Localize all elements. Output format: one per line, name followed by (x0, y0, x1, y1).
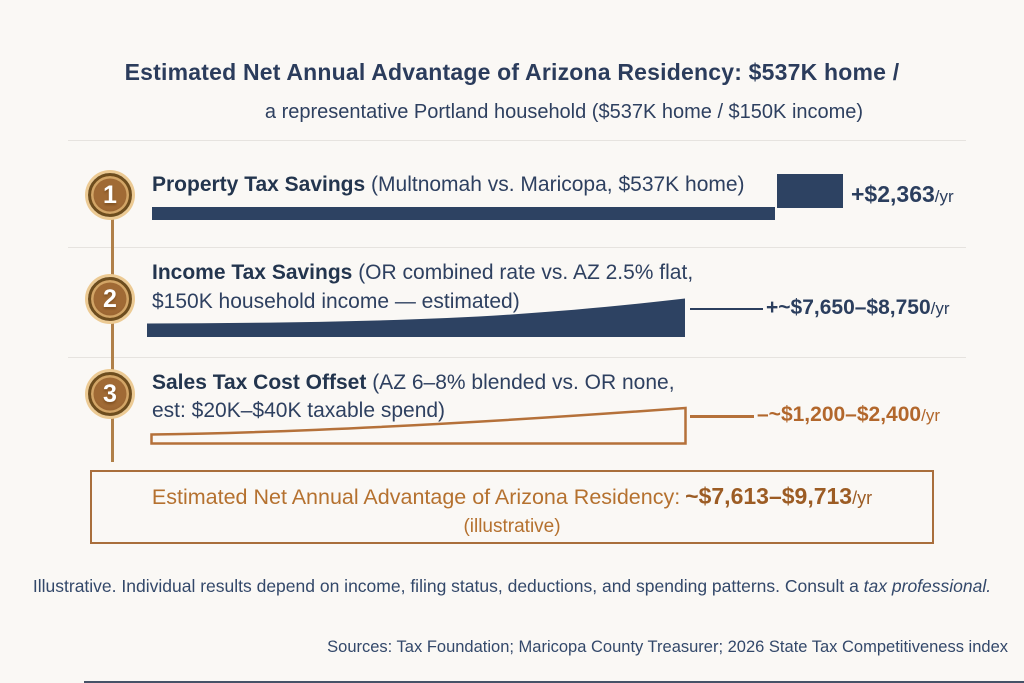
summary-value: ~$7,613–$9,713 (685, 483, 853, 509)
step-3-number: 3 (103, 379, 117, 408)
divider-top (68, 140, 966, 141)
row2-rising-area-shape (147, 298, 685, 337)
row1-value: +$2,363/yr (851, 181, 954, 208)
page-title: Estimated Net Annual Advantage of Arizon… (124, 59, 900, 85)
divider-row2-row3 (68, 357, 966, 358)
sources-line: Sources: Tax Foundation; Maricopa County… (327, 638, 1008, 656)
row2-heading-line: Income Tax Savings (OR combined rate vs.… (152, 261, 693, 285)
row2-heading: Income Tax Savings (152, 261, 353, 284)
bottom-edge-line (84, 681, 1024, 683)
row2-detail: (OR combined rate vs. AZ 2.5% flat, (352, 261, 694, 284)
step-1-number: 1 (103, 180, 117, 209)
row1-value-suffix: /yr (934, 187, 954, 206)
row2-value-suffix: /yr (930, 299, 950, 318)
row1-value-amount: +$2,363 (851, 181, 935, 207)
summary-value-suffix: /yr (852, 488, 873, 508)
row2-value: +~$7,650–$8,750/yr (766, 296, 950, 320)
row1-bar-shape (152, 207, 775, 220)
disclaimer-italic: tax professional. (863, 576, 992, 596)
summary-line: Estimated Net Annual Advantage of Arizon… (0, 483, 1024, 510)
net-advantage-summary-box (90, 470, 934, 544)
step-3-coin-badge: 3 (88, 372, 132, 416)
row2-detail-line2: $150K household income — estimated) (152, 290, 520, 313)
divider-row1-row2 (68, 247, 966, 248)
disclaimer-text: Illustrative. Individual results depend … (0, 576, 1024, 597)
summary-note: (illustrative) (463, 516, 561, 537)
timeline-rail (111, 200, 114, 462)
row3-value: –~$1,200–$2,400/yr (757, 403, 940, 427)
row1-detail: (Multnomah vs. Maricopa, $537K home) (365, 173, 745, 196)
row1-heading: Property Tax Savings (152, 173, 366, 196)
row1-bar-step-block (777, 174, 843, 208)
step-2-coin-badge: 2 (88, 277, 132, 321)
step-2-number: 2 (103, 284, 117, 313)
row3-wedge-outline-shape (150, 406, 687, 445)
row3-heading: Sales Tax Cost Offset (152, 371, 367, 394)
row3-connector-line (690, 415, 754, 418)
row3-value-amount: –~$1,200–$2,400 (757, 403, 922, 426)
row3-heading-line: Sales Tax Cost Offset (AZ 6–8% blended v… (152, 371, 675, 395)
row3-detail-line2: est: $20K–$40K taxable spend) (152, 399, 446, 422)
disclaimer-main: Illustrative. Individual results depend … (32, 576, 864, 596)
row2-value-amount: +~$7,650–$8,750 (766, 296, 931, 319)
page-subtitle: a representative Portland household ($53… (264, 101, 864, 123)
step-1-coin-badge: 1 (88, 173, 132, 217)
row2-connector-line (690, 308, 763, 310)
row1-heading-line: Property Tax Savings (Multnomah vs. Mari… (152, 173, 745, 197)
row3-detail: (AZ 6–8% blended vs. OR none, (366, 371, 675, 394)
summary-label: Estimated Net Annual Advantage of Arizon… (151, 485, 681, 509)
row3-value-suffix: /yr (921, 406, 940, 425)
